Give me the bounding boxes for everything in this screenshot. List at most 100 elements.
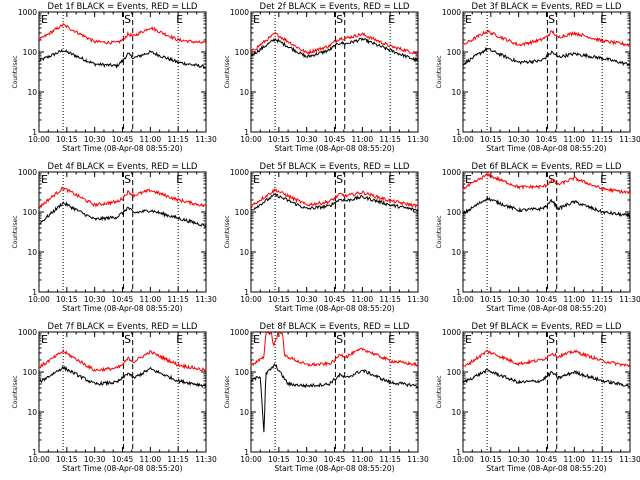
y-tick-label: 100 — [447, 48, 462, 57]
plot-frame — [462, 331, 631, 453]
y-tick-label: 10 — [451, 408, 461, 417]
panel-title: Det 3f BLACK = Events, RED = LLD — [472, 2, 622, 12]
x-axis-label: Start Time (08-Apr-08 08:55:20) — [62, 144, 182, 153]
lld-series-line — [250, 188, 419, 210]
x-axis-label: Start Time (08-Apr-08 08:55:20) — [486, 144, 606, 153]
lld-series-line — [462, 349, 631, 368]
x-tick-label: 11:30 — [195, 455, 217, 464]
x-tick-label: 10:15 — [480, 135, 502, 144]
y-axis-label: Counts/sec — [12, 55, 19, 88]
events-series-line — [38, 201, 207, 228]
x-tick-label: 11:15 — [167, 135, 189, 144]
x-tick-label: 10:45 — [536, 295, 558, 304]
x-tick-label: 11:15 — [591, 295, 613, 304]
x-axis-label: Start Time (08-Apr-08 08:55:20) — [486, 304, 606, 313]
y-tick-label: 10 — [239, 248, 249, 257]
x-tick-label: 10:30 — [84, 455, 106, 464]
y-axis-label: Counts/sec — [224, 55, 231, 88]
lld-series-line — [462, 29, 631, 48]
x-tick-label: 10:30 — [84, 135, 106, 144]
x-axis-label: Start Time (08-Apr-08 08:55:20) — [274, 464, 394, 473]
x-tick-label: 10:30 — [84, 295, 106, 304]
x-tick-label: 10:15 — [480, 455, 502, 464]
plot-frame — [250, 11, 419, 133]
x-tick-label: 10:15 — [56, 135, 78, 144]
detector-panel-3: Det 3f BLACK = Events, RED = LLD 1 10 100 10… — [436, 2, 640, 153]
saa-marker-label: S — [548, 333, 555, 346]
x-tick-label: 10:30 — [508, 455, 530, 464]
y-tick-label: 100 — [23, 208, 38, 217]
eclipse-marker-label: E — [600, 333, 607, 346]
eclipse-marker-label: E — [41, 333, 48, 346]
detector-panel-9: Det 9f BLACK = Events, RED = LLD 1 10 100 10… — [436, 322, 640, 473]
x-tick-label: 10:00 — [240, 295, 262, 304]
x-tick-label: 11:15 — [591, 135, 613, 144]
y-tick-label: 10 — [27, 408, 37, 417]
y-tick-label: 1 — [32, 448, 37, 457]
saa-marker-label: S — [336, 13, 343, 26]
x-tick-label: 11:00 — [352, 295, 374, 304]
y-tick-label: 100 — [447, 368, 462, 377]
events-series-line — [462, 368, 631, 388]
x-tick-label: 10:45 — [324, 295, 346, 304]
eclipse-marker-label: E — [253, 333, 260, 346]
saa-marker-label: S — [124, 333, 131, 346]
panel-title: Det 2f BLACK = Events, RED = LLD — [260, 2, 410, 12]
x-tick-label: 10:15 — [268, 455, 290, 464]
panel-title: Det 8f BLACK = Events, RED = LLD — [260, 322, 410, 332]
y-axis-label: Counts/sec — [12, 375, 19, 408]
y-tick-label: 10 — [27, 248, 37, 257]
saa-marker-label: S — [548, 13, 555, 26]
plot-frame — [250, 331, 419, 453]
y-tick-label: 1000 — [442, 328, 461, 337]
y-tick-label: 1 — [244, 448, 249, 457]
x-tick-label: 11:00 — [140, 455, 162, 464]
eclipse-marker-label: E — [176, 13, 183, 26]
events-series-line — [38, 365, 207, 388]
x-tick-label: 10:30 — [296, 295, 318, 304]
y-axis-label: Counts/sec — [436, 375, 443, 408]
y-tick-label: 1000 — [230, 8, 249, 17]
y-tick-label: 100 — [23, 48, 38, 57]
lld-series-line — [250, 31, 419, 56]
x-tick-label: 11:00 — [564, 295, 586, 304]
plot-frame — [38, 11, 207, 133]
saa-marker-label: S — [124, 13, 131, 26]
plot-frame — [38, 331, 207, 453]
eclipse-marker-label: E — [388, 13, 395, 26]
y-tick-label: 1000 — [18, 8, 37, 17]
y-tick-label: 1 — [244, 288, 249, 297]
x-axis-label: Start Time (08-Apr-08 08:55:20) — [274, 304, 394, 313]
x-tick-label: 10:45 — [324, 455, 346, 464]
x-axis-label: Start Time (08-Apr-08 08:55:20) — [274, 144, 394, 153]
y-tick-label: 1 — [456, 448, 461, 457]
x-tick-label: 10:45 — [112, 295, 134, 304]
x-tick-label: 11:00 — [140, 135, 162, 144]
y-tick-label: 100 — [23, 368, 38, 377]
y-tick-label: 10 — [239, 408, 249, 417]
saa-marker-label: S — [336, 333, 343, 346]
y-tick-label: 1 — [456, 128, 461, 137]
detector-panel-7: Det 7f BLACK = Events, RED = LLD 1 10 100 10… — [12, 322, 217, 473]
y-tick-label: 10 — [451, 88, 461, 97]
x-tick-label: 10:30 — [296, 135, 318, 144]
panel-title: Det 5f BLACK = Events, RED = LLD — [260, 162, 410, 172]
eclipse-marker-label: E — [176, 333, 183, 346]
x-tick-label: 11:15 — [167, 455, 189, 464]
x-tick-label: 11:00 — [140, 295, 162, 304]
eclipse-marker-label: E — [465, 173, 472, 186]
y-tick-label: 100 — [447, 208, 462, 217]
detector-panel-1: Det 1f BLACK = Events, RED = LLD 1 10 100 10… — [12, 2, 217, 153]
x-tick-label: 10:00 — [452, 455, 474, 464]
y-tick-label: 1000 — [442, 168, 461, 177]
panel-title: Det 1f BLACK = Events, RED = LLD — [48, 2, 198, 12]
detector-panel-6: Det 6f BLACK = Events, RED = LLD 1 10 100 10… — [436, 162, 640, 313]
x-tick-label: 11:15 — [379, 455, 401, 464]
x-tick-label: 10:15 — [268, 135, 290, 144]
x-tick-label: 10:00 — [240, 135, 262, 144]
eclipse-marker-label: E — [41, 173, 48, 186]
x-tick-label: 10:00 — [452, 135, 474, 144]
x-tick-label: 11:30 — [407, 135, 429, 144]
detector-panel-8: Det 8f BLACK = Events, RED = LLD 1 10 100 10… — [224, 322, 429, 473]
lld-series-line — [250, 331, 419, 368]
